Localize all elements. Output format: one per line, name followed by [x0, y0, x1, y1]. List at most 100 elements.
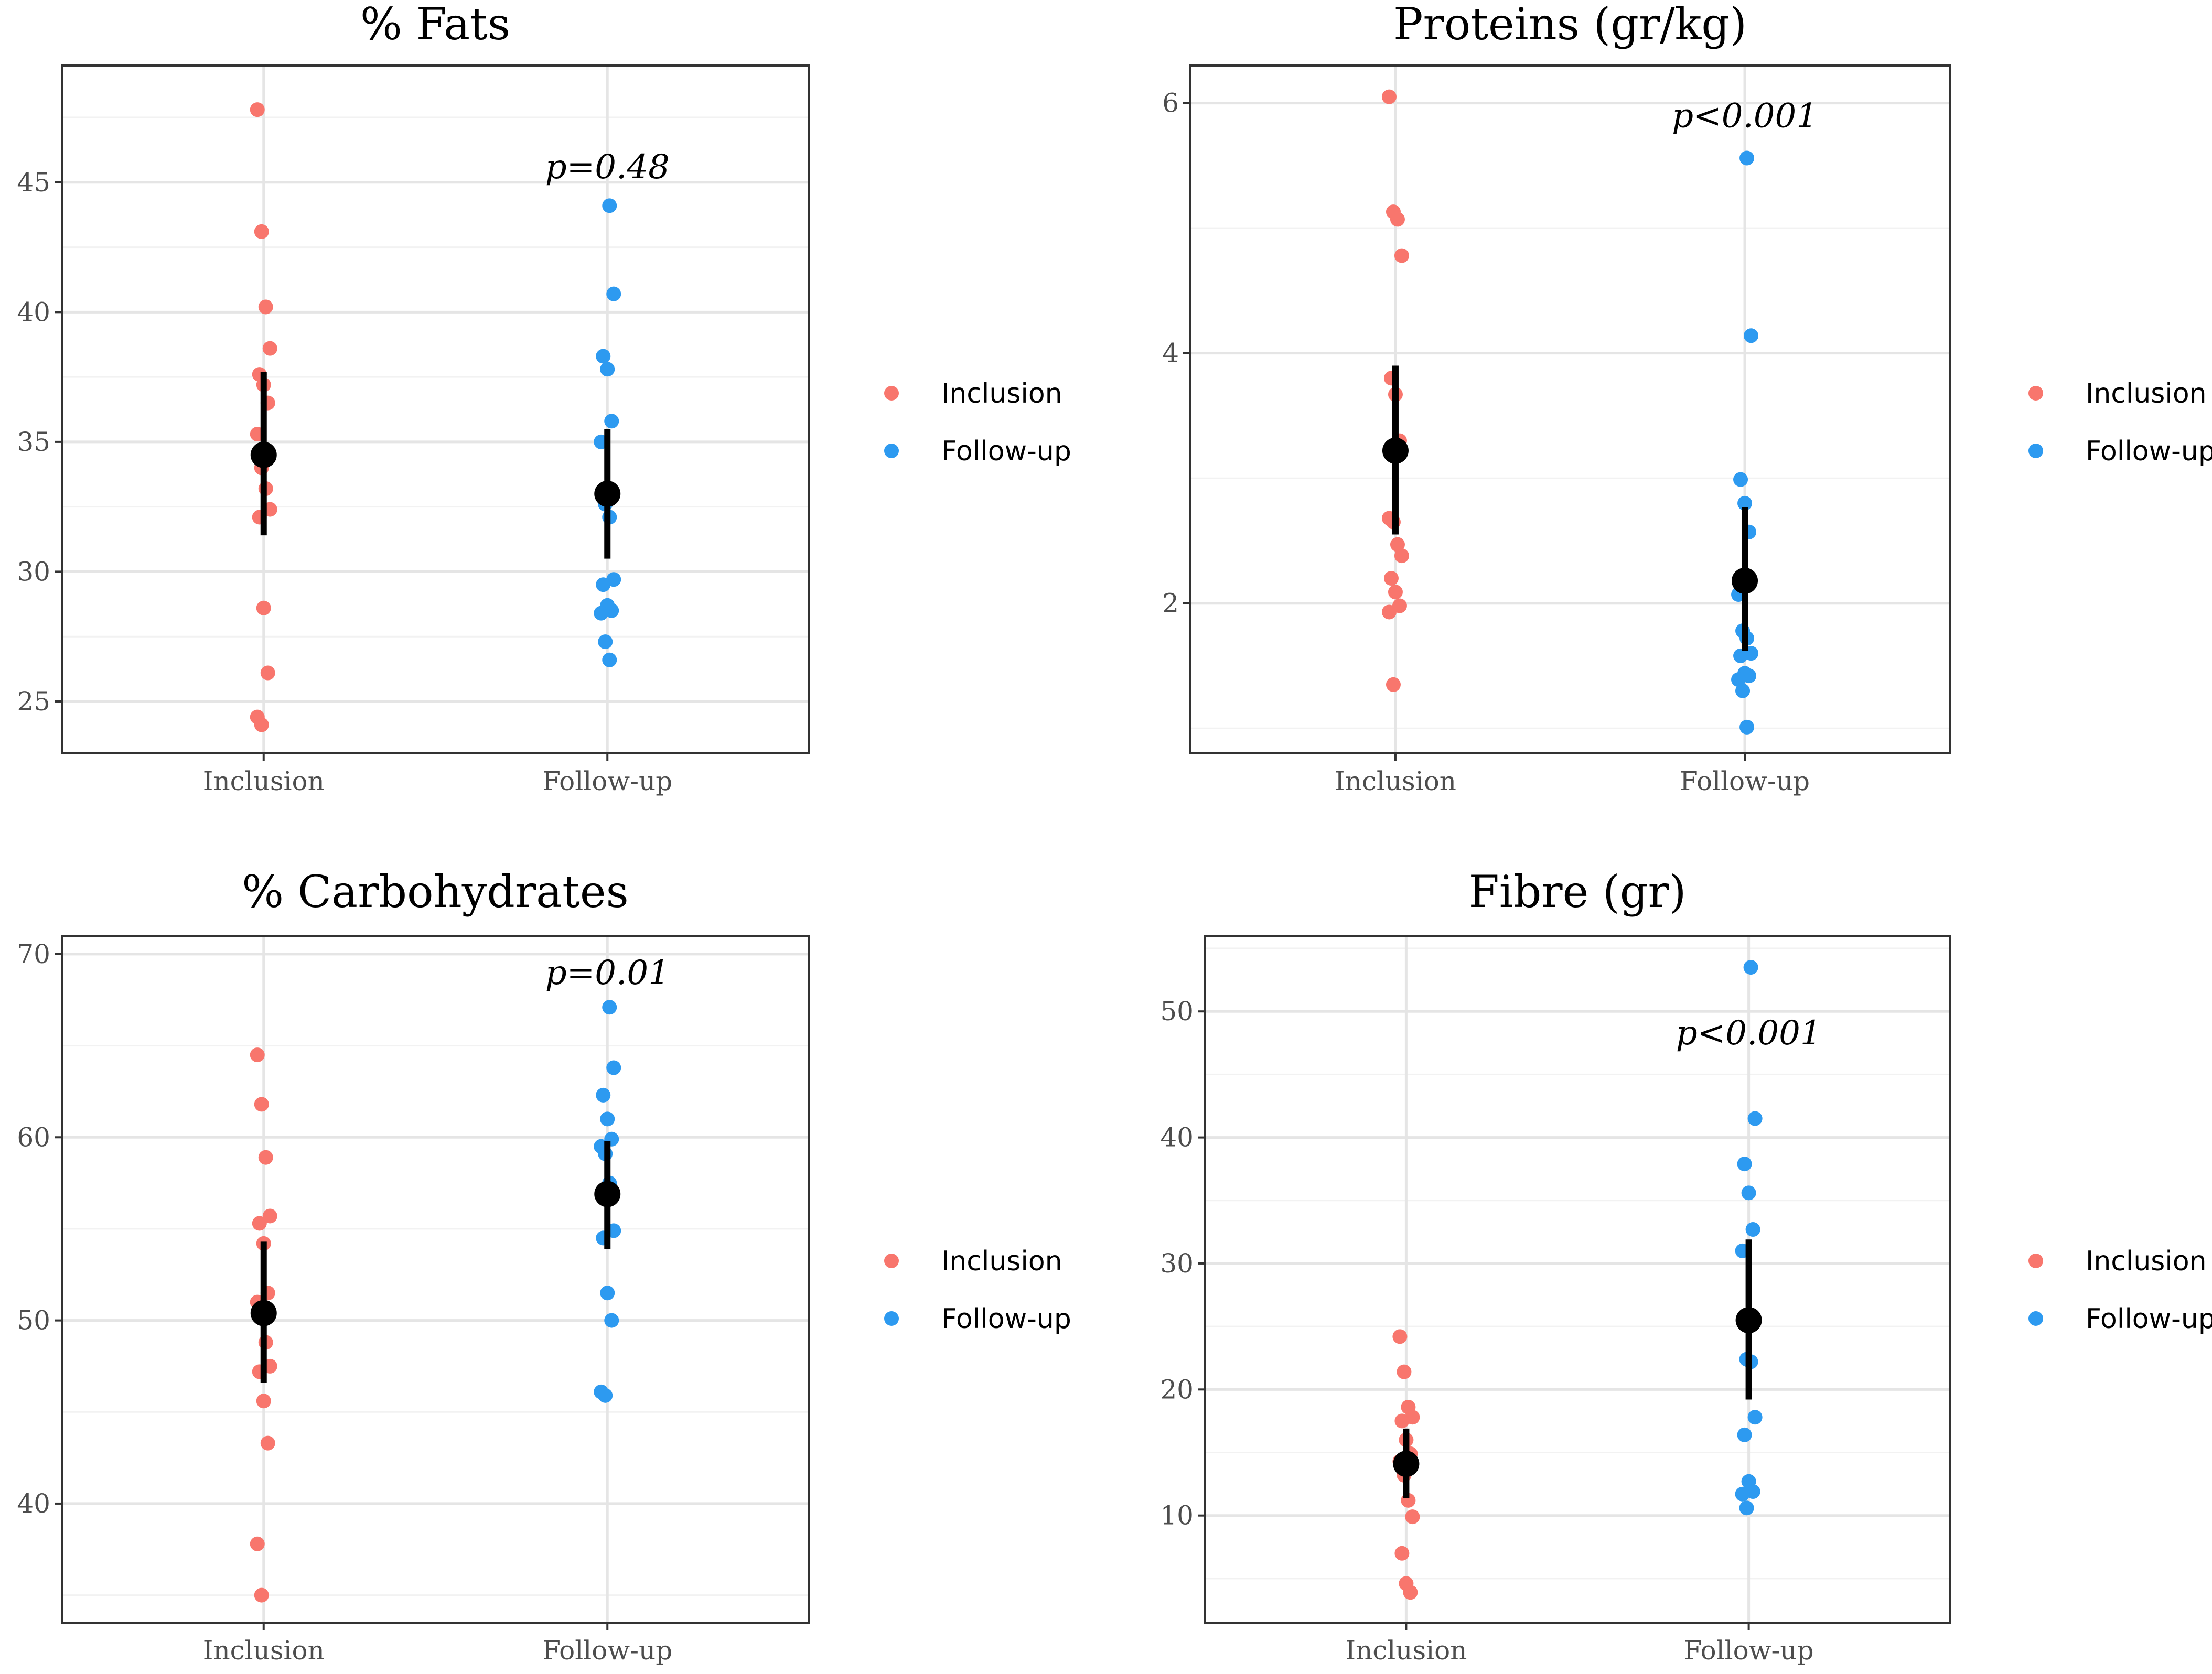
- x-tick-label: Inclusion: [203, 766, 325, 796]
- panel-title: Fibre (gr): [1469, 866, 1687, 917]
- inclusion-point: [1397, 1364, 1412, 1379]
- legend-label: Follow-up: [941, 436, 1071, 467]
- follow-up-point: [602, 652, 617, 667]
- follow-up-point: [1731, 672, 1746, 687]
- inclusion-point: [262, 341, 277, 356]
- mean-point: [594, 480, 621, 507]
- inclusion-point: [1394, 1413, 1410, 1429]
- follow-up-point: [606, 1060, 621, 1075]
- legend-inclusion-marker: [884, 386, 899, 401]
- legend: Inclusion Follow-up: [884, 378, 1071, 467]
- y-tick-label: 25: [17, 686, 50, 717]
- y-tick-label: 40: [1160, 1122, 1194, 1153]
- x-tick-label: Inclusion: [203, 1635, 325, 1666]
- y-tick-label: 30: [17, 556, 50, 587]
- follow-up-point: [1745, 1222, 1760, 1237]
- legend-label: Inclusion: [2086, 378, 2207, 409]
- inclusion-point: [1381, 604, 1397, 620]
- follow-up-point: [604, 1313, 619, 1328]
- panel-frame: [61, 64, 810, 754]
- x-tick-label: Follow-up: [542, 766, 672, 796]
- follow-up-point: [600, 362, 615, 377]
- mean-point: [1732, 567, 1758, 594]
- x-tick-label: Follow-up: [1684, 1635, 1814, 1666]
- legend-label: Follow-up: [2086, 1303, 2212, 1335]
- y-tick-label: 6: [1162, 88, 1179, 118]
- y-tick-label: 45: [17, 167, 50, 198]
- y-tick-label: 20: [1160, 1374, 1194, 1405]
- y-tick-label: 50: [17, 1305, 50, 1336]
- inclusion-point: [1394, 1546, 1410, 1561]
- inclusion-point: [262, 1208, 277, 1224]
- inclusion-point: [250, 102, 265, 117]
- legend: Inclusion Follow-up: [2028, 378, 2212, 467]
- mean-point: [250, 441, 277, 468]
- panel-title: % Carbohydrates: [242, 866, 629, 917]
- mean-point: [1393, 1451, 1420, 1477]
- p-value-label: p<0.001: [1672, 96, 1818, 135]
- follow-up-point: [602, 1000, 617, 1015]
- panel-3: % Carbohydrates 40 50 60 70 Inclusion Follow-u…: [17, 866, 1071, 1666]
- inclusion-point: [252, 1216, 267, 1231]
- inclusion-point: [1394, 548, 1409, 564]
- legend-inclusion-marker: [884, 1254, 899, 1268]
- legend-label: Follow-up: [2086, 436, 2212, 467]
- inclusion-point: [258, 299, 273, 315]
- follow-up-point: [1739, 150, 1755, 166]
- follow-up-point: [1744, 328, 1759, 343]
- legend-inclusion-marker: [2028, 1254, 2043, 1268]
- follow-up-point: [1737, 1427, 1752, 1442]
- legend-label: Inclusion: [2086, 1246, 2207, 1277]
- follow-up-point: [1747, 1410, 1763, 1425]
- inclusion-point: [1392, 1329, 1408, 1344]
- follow-up-point: [600, 1111, 615, 1127]
- x-tick-label: Inclusion: [1345, 1635, 1467, 1666]
- follow-up-point: [1733, 472, 1748, 487]
- legend: Inclusion Follow-up: [884, 1246, 1071, 1335]
- panel-title: % Fats: [360, 0, 510, 50]
- inclusion-point: [1390, 212, 1405, 227]
- legend-follow-up-marker: [2028, 444, 2043, 458]
- y-tick-label: 4: [1162, 338, 1179, 369]
- follow-up-point: [596, 577, 611, 592]
- inclusion-point: [1403, 1585, 1418, 1600]
- follow-up-point: [1733, 648, 1748, 663]
- inclusion-point: [260, 665, 275, 681]
- follow-up-point: [1739, 1500, 1754, 1516]
- y-tick-label: 40: [17, 1488, 50, 1519]
- inclusion-point: [254, 1587, 269, 1603]
- panel-title: Proteins (gr/kg): [1393, 0, 1747, 50]
- p-value-label: p<0.001: [1676, 1014, 1822, 1053]
- follow-up-point: [598, 634, 613, 650]
- follow-up-point: [1737, 495, 1753, 511]
- panel-4: Fibre (gr) 10 20 30 40 50 Inclusion Follow-up p<…: [1160, 866, 2212, 1666]
- y-tick-label: 10: [1160, 1500, 1194, 1531]
- panel-frame: [1204, 935, 1951, 1624]
- inclusion-point: [254, 1097, 269, 1112]
- y-tick-label: 40: [17, 297, 50, 327]
- panel-1: % Fats 25 30 35 40 45 Inclusion Follow-up p=0.48…: [17, 0, 1071, 796]
- y-tick-label: 30: [1160, 1248, 1194, 1279]
- follow-up-point: [1739, 719, 1755, 735]
- y-tick-label: 2: [1162, 588, 1179, 619]
- panel-frame: [1189, 64, 1951, 754]
- follow-up-point: [1735, 683, 1751, 698]
- legend: Inclusion Follow-up: [2028, 1246, 2212, 1335]
- p-value-label: p=0.01: [545, 954, 670, 992]
- legend-follow-up-marker: [884, 444, 899, 458]
- panel-2: Proteins (gr/kg) 2 4 6 Inclusion Follow-up p<0…: [1162, 0, 2212, 796]
- legend-label: Inclusion: [941, 1246, 1062, 1277]
- inclusion-point: [250, 1536, 265, 1551]
- mean-point: [1382, 437, 1409, 464]
- inclusion-point: [254, 224, 269, 239]
- panel-frame: [61, 935, 810, 1624]
- mean-point: [594, 1181, 621, 1207]
- follow-up-point: [600, 1286, 615, 1301]
- follow-up-point: [596, 349, 611, 364]
- y-tick-label: 35: [17, 427, 50, 457]
- follow-up-point: [1737, 1157, 1752, 1172]
- x-tick-label: Follow-up: [542, 1635, 672, 1666]
- y-tick-label: 50: [1160, 996, 1194, 1027]
- follow-up-point: [598, 1388, 613, 1403]
